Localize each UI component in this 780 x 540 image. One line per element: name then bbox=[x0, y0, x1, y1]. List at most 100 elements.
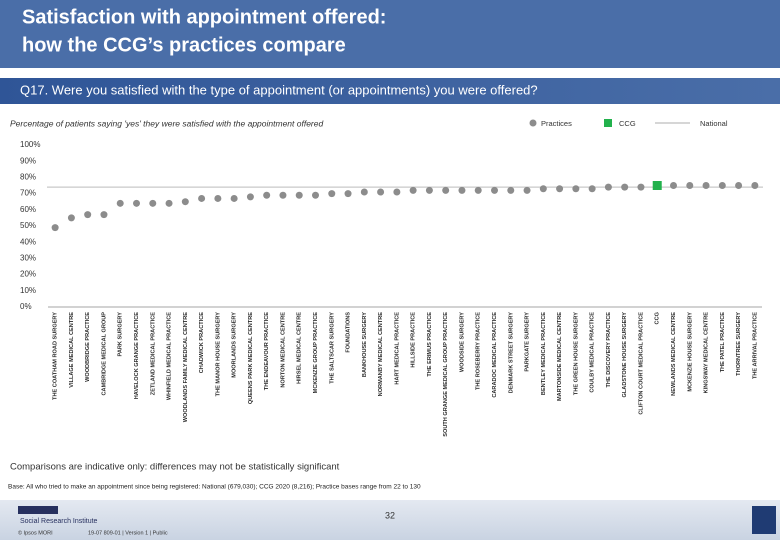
legend-label: CCG bbox=[619, 119, 636, 128]
y-tick-label: 80% bbox=[20, 173, 36, 182]
question: Q17. Were you satisfied with the type of… bbox=[20, 82, 538, 97]
y-tick-label: 50% bbox=[20, 221, 36, 230]
page-number: 32 bbox=[385, 510, 395, 520]
practice-dot bbox=[100, 211, 108, 219]
base-note: Base: All who tried to make an appointme… bbox=[8, 484, 421, 491]
x-tick-label: HAVELOCK GRANGE PRACTICE bbox=[134, 312, 140, 399]
title: Satisfaction with appointment offered: bbox=[22, 6, 386, 28]
logo-mark bbox=[18, 506, 58, 514]
practice-dot bbox=[718, 182, 726, 189]
x-tick-label: MARTONSIDE MEDICAL CENTRE bbox=[557, 312, 563, 401]
x-tick-label: THE ENDEAVOUR PRACTICE bbox=[264, 312, 270, 390]
question-band bbox=[0, 78, 780, 104]
y-tick-label: 90% bbox=[20, 156, 36, 165]
practice-dot bbox=[751, 182, 759, 189]
y-tick-label: 0% bbox=[20, 302, 32, 311]
x-tick-label: THE ROSEBERRY PRACTICE bbox=[476, 312, 482, 390]
x-tick-label: THE GREEN HOUSE SURGERY bbox=[573, 312, 579, 395]
x-tick-label: THE SALTSCAR SURGERY bbox=[329, 312, 335, 384]
x-tick-label: THORNTREE SURGERY bbox=[736, 312, 742, 376]
logo: Ipsos MORI bbox=[20, 507, 59, 514]
practice-dot bbox=[621, 183, 629, 191]
y-tick-label: 10% bbox=[20, 286, 36, 295]
practice-dot bbox=[686, 182, 694, 189]
practice-dot bbox=[637, 183, 645, 191]
practice-dot bbox=[181, 198, 189, 206]
practice-dot bbox=[474, 186, 482, 194]
practice-dot bbox=[133, 199, 140, 207]
x-tick-label: THE DISCOVERY PRACTICE bbox=[606, 312, 612, 388]
x-tick-label: DENMARK STREET SURGERY bbox=[508, 312, 514, 393]
header-band bbox=[0, 0, 780, 68]
brand-icon bbox=[752, 506, 776, 534]
practice-dot bbox=[507, 186, 515, 194]
copyright: © Ipsos MORI bbox=[18, 529, 53, 536]
practice-dot bbox=[572, 185, 580, 193]
x-tick-label: WHINFIELD MEDICAL PRACTICE bbox=[167, 312, 173, 400]
x-tick-label: CHADWICK PRACTICE bbox=[199, 312, 205, 373]
x-tick-label: HIRSEL MEDICAL CENTRE bbox=[297, 312, 303, 384]
x-tick-label: THE ERIMUS PRACTICE bbox=[427, 312, 433, 377]
practice-dot bbox=[116, 199, 124, 207]
x-tick-label: COULBY MEDICAL PRACTICE bbox=[590, 312, 596, 393]
practice-dot bbox=[604, 183, 612, 191]
x-tick-label: WOODBRIDGE PRACTICE bbox=[85, 312, 91, 382]
x-tick-label: MCKENZIE HOUSE SURGERY bbox=[687, 312, 693, 392]
practice-dot bbox=[539, 185, 547, 193]
y-tick-label: 30% bbox=[20, 254, 36, 263]
title: how the CCG’s practices compare bbox=[22, 34, 346, 56]
practice-dot bbox=[84, 211, 92, 219]
x-tick-label: NORMANBY MEDICAL CENTRE bbox=[378, 312, 384, 397]
logo-sub: Social Research Institute bbox=[20, 518, 98, 525]
x-tick-label: CCG bbox=[655, 312, 661, 324]
practice-dot bbox=[393, 188, 401, 196]
x-tick-label: SOUTH GRANGE MEDICAL GROUP PRACTICE bbox=[443, 312, 449, 437]
x-tick-label: PARK SURGERY bbox=[118, 312, 124, 357]
legend-marker bbox=[604, 119, 612, 127]
practice-dot bbox=[556, 185, 564, 193]
x-tick-label: THE COATHAM ROAD SURGERY bbox=[53, 312, 59, 400]
practice-dot bbox=[377, 188, 385, 196]
practice-dot bbox=[198, 194, 206, 202]
practice-dot bbox=[263, 191, 271, 199]
x-tick-label: THE MANOR HOUSE SURGERY bbox=[215, 312, 221, 397]
x-tick-label: MOORLANDS SURGERY bbox=[232, 312, 238, 378]
practice-dot bbox=[523, 186, 531, 194]
x-tick-label: PARKGATE SURGERY bbox=[525, 312, 531, 372]
footer-band bbox=[0, 500, 780, 540]
practice-dot bbox=[702, 182, 710, 189]
x-tick-label: WOODSIDE SURGERY bbox=[459, 312, 465, 372]
x-tick-label: HILLSIDE PRACTICE bbox=[411, 312, 417, 368]
x-tick-label: VILLAGE MEDICAL CENTRE bbox=[69, 312, 75, 388]
x-tick-label: CAMBRIDGE MEDICAL GROUP bbox=[101, 312, 107, 396]
x-tick-label: CARADOC MEDICAL PRACTICE bbox=[492, 312, 498, 398]
practice-dot bbox=[165, 199, 173, 207]
x-tick-label: KINGSWAY MEDICAL CENTRE bbox=[704, 312, 710, 394]
practice-dot bbox=[425, 186, 433, 194]
x-tick-label: NEWLANDS MEDICAL CENTRE bbox=[671, 312, 677, 396]
practice-dot bbox=[458, 186, 466, 194]
practice-dot bbox=[230, 194, 238, 202]
x-tick-label: MCKENZIE GROUP PRACTICE bbox=[313, 312, 319, 394]
x-tick-label: BENTLEY MEDICAL PRACTICE bbox=[541, 312, 547, 395]
y-tick-label: 40% bbox=[20, 237, 36, 246]
x-tick-label: THE PATEL PRACTICE bbox=[720, 312, 726, 373]
x-tick-label: THE ARRIVAL PRACTICE bbox=[752, 312, 758, 379]
practice-dot bbox=[670, 182, 677, 189]
y-tick-label: 20% bbox=[20, 270, 36, 279]
y-tick-label: 70% bbox=[20, 189, 36, 198]
y-tick-label: 100% bbox=[20, 140, 40, 149]
x-tick-label: WOODLANDS FAMILY MEDICAL CENTRE bbox=[183, 312, 189, 422]
practice-dot bbox=[588, 185, 596, 193]
practice-dot bbox=[344, 190, 352, 198]
practice-dot bbox=[328, 190, 336, 198]
x-tick-label: BANKHOUSE SURGERY bbox=[362, 312, 368, 377]
note: Comparisons are indicative only: differe… bbox=[10, 462, 340, 473]
y-tick-label: 60% bbox=[20, 205, 36, 214]
x-tick-label: FOUNDATIONS bbox=[346, 312, 352, 353]
ccg-marker bbox=[652, 181, 662, 190]
practice-dot bbox=[735, 182, 743, 189]
practice-dot bbox=[442, 186, 450, 194]
